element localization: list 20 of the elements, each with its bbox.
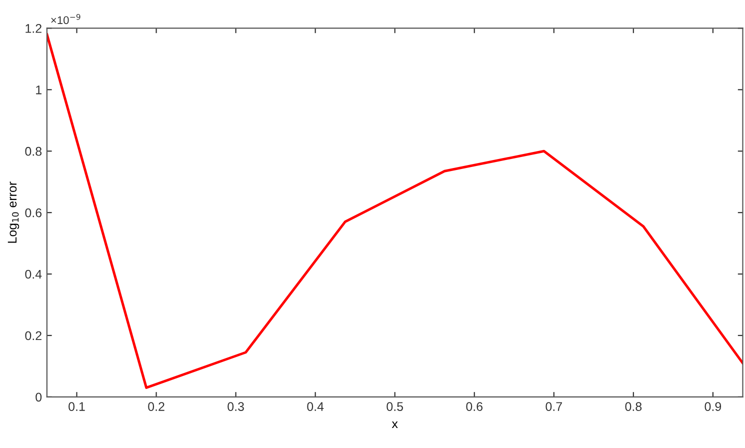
y-tick-label: 0.2 (25, 331, 42, 340)
y-tick-label: 0.6 (25, 208, 42, 218)
y-tick-label: 0 (36, 392, 42, 402)
y-tick-label: 0.8 (25, 146, 42, 156)
y-tick-label: 0.4 (25, 270, 42, 279)
x-tick-label: 0.1 (68, 402, 85, 411)
x-tick-label: 0.2 (148, 402, 164, 411)
x-tick-label: 0.5 (386, 402, 404, 411)
x-tick-label: 0.7 (546, 402, 562, 411)
y-tick-label: 1 (36, 86, 42, 94)
x-tick-label: 0.9 (704, 402, 722, 411)
x-tick-label: 0.3 (228, 402, 244, 411)
line-series (46, 33, 743, 389)
x-axis-title: x (392, 421, 398, 428)
x-tick-label: 0.4 (307, 402, 324, 411)
x-tick-label: 0.6 (466, 402, 483, 411)
y-axis-title: Log$_{10}$ error (8, 182, 20, 243)
y-tick-label: 1.2 (26, 24, 42, 33)
x-tick-label: 0.8 (625, 402, 642, 411)
text: ×10$^{−9}$ (51, 14, 80, 24)
